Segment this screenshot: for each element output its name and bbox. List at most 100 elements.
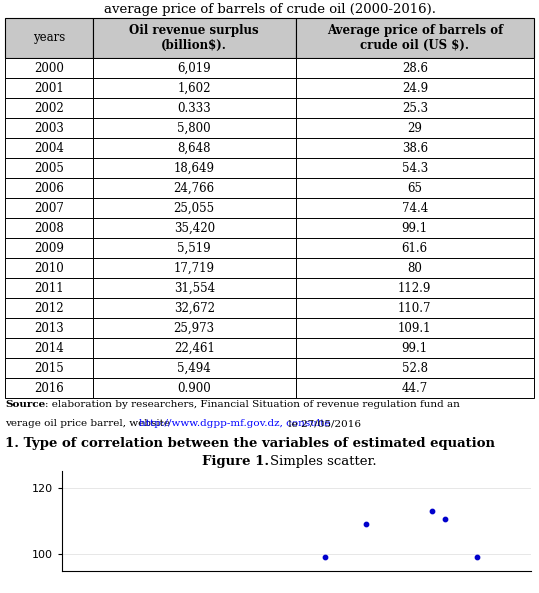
- Bar: [93, 338, 296, 358]
- Bar: [93, 198, 296, 218]
- Bar: [5, 138, 93, 158]
- Bar: [93, 378, 296, 398]
- Text: 1,602: 1,602: [177, 81, 211, 94]
- Text: 2001: 2001: [34, 81, 64, 94]
- Text: 2006: 2006: [34, 181, 64, 195]
- Bar: [296, 278, 534, 298]
- Text: 8,648: 8,648: [177, 142, 211, 155]
- Text: 44.7: 44.7: [402, 381, 428, 394]
- Bar: [296, 198, 534, 218]
- Bar: [93, 238, 296, 258]
- Bar: [5, 218, 93, 238]
- Text: 2008: 2008: [34, 222, 64, 234]
- Bar: [93, 278, 296, 298]
- Bar: [5, 18, 93, 58]
- Text: 38.6: 38.6: [402, 142, 428, 155]
- Text: 2007: 2007: [34, 202, 64, 215]
- Bar: [5, 98, 93, 118]
- Text: 25,055: 25,055: [174, 202, 215, 215]
- Text: 109.1: 109.1: [398, 321, 432, 334]
- Text: 65: 65: [407, 181, 422, 195]
- Bar: [93, 138, 296, 158]
- Text: Average price of barrels of
crude oil (US $).: Average price of barrels of crude oil (U…: [327, 24, 503, 52]
- Bar: [296, 18, 534, 58]
- Text: 2000: 2000: [34, 62, 64, 75]
- Text: 22,461: 22,461: [174, 342, 215, 355]
- Text: 80: 80: [407, 262, 422, 275]
- Text: 2015: 2015: [34, 362, 64, 375]
- Bar: [5, 338, 93, 358]
- Point: [427, 506, 436, 516]
- Bar: [296, 318, 534, 338]
- Bar: [5, 178, 93, 198]
- Text: 99.1: 99.1: [402, 222, 428, 234]
- Text: 18,649: 18,649: [174, 161, 215, 174]
- Bar: [296, 138, 534, 158]
- Text: 6,019: 6,019: [177, 62, 211, 75]
- Text: 29: 29: [407, 122, 422, 135]
- Bar: [5, 358, 93, 378]
- Bar: [5, 118, 93, 138]
- Text: Source: Source: [5, 400, 46, 409]
- Text: verage oil price barrel, website: verage oil price barrel, website: [5, 419, 170, 428]
- Bar: [5, 378, 93, 398]
- Bar: [93, 218, 296, 238]
- Text: 52.8: 52.8: [402, 362, 428, 375]
- Text: Figure 1.: Figure 1.: [202, 455, 270, 468]
- Bar: [5, 58, 93, 78]
- Bar: [93, 298, 296, 318]
- Text: 25.3: 25.3: [402, 101, 428, 114]
- Text: 17,719: 17,719: [174, 262, 215, 275]
- Bar: [5, 158, 93, 178]
- Text: 2009: 2009: [34, 241, 64, 254]
- Bar: [93, 78, 296, 98]
- Bar: [296, 118, 534, 138]
- Text: 112.9: 112.9: [398, 282, 431, 295]
- Text: 1. Type of correlation between the variables of estimated equation: 1. Type of correlation between the varia…: [5, 436, 495, 449]
- Text: 0.900: 0.900: [177, 381, 211, 394]
- Text: 2016: 2016: [34, 381, 64, 394]
- Bar: [93, 98, 296, 118]
- Text: 5,800: 5,800: [177, 122, 211, 135]
- Text: 31,554: 31,554: [174, 282, 215, 295]
- Text: 28.6: 28.6: [402, 62, 428, 75]
- Text: : elaboration by researchers, Financial Situation of revenue regulation fund an: : elaboration by researchers, Financial …: [45, 400, 460, 409]
- Point: [473, 553, 481, 562]
- Bar: [296, 58, 534, 78]
- Bar: [296, 218, 534, 238]
- Bar: [93, 158, 296, 178]
- Bar: [296, 158, 534, 178]
- Text: 24.9: 24.9: [402, 81, 428, 94]
- Text: 2003: 2003: [34, 122, 64, 135]
- Bar: [5, 238, 93, 258]
- Bar: [93, 58, 296, 78]
- Bar: [5, 318, 93, 338]
- Text: 2004: 2004: [34, 142, 64, 155]
- Text: 5,494: 5,494: [177, 362, 211, 375]
- Bar: [93, 318, 296, 338]
- Bar: [93, 118, 296, 138]
- Bar: [296, 178, 534, 198]
- Text: 61.6: 61.6: [402, 241, 428, 254]
- Bar: [5, 298, 93, 318]
- Bar: [5, 78, 93, 98]
- Text: 0.333: 0.333: [177, 101, 211, 114]
- Text: 32,672: 32,672: [174, 301, 215, 314]
- Bar: [296, 98, 534, 118]
- Text: years: years: [33, 31, 65, 44]
- Bar: [93, 178, 296, 198]
- Bar: [296, 298, 534, 318]
- Bar: [93, 258, 296, 278]
- Bar: [296, 238, 534, 258]
- Text: le 27/05/2016: le 27/05/2016: [285, 419, 361, 428]
- Bar: [93, 18, 296, 58]
- Bar: [296, 338, 534, 358]
- Text: 110.7: 110.7: [398, 301, 432, 314]
- Bar: [5, 278, 93, 298]
- Text: 2002: 2002: [34, 101, 64, 114]
- Text: 2011: 2011: [34, 282, 64, 295]
- Point: [321, 553, 330, 562]
- Text: 99.1: 99.1: [402, 342, 428, 355]
- Text: 25,973: 25,973: [174, 321, 215, 334]
- Text: 2012: 2012: [34, 301, 64, 314]
